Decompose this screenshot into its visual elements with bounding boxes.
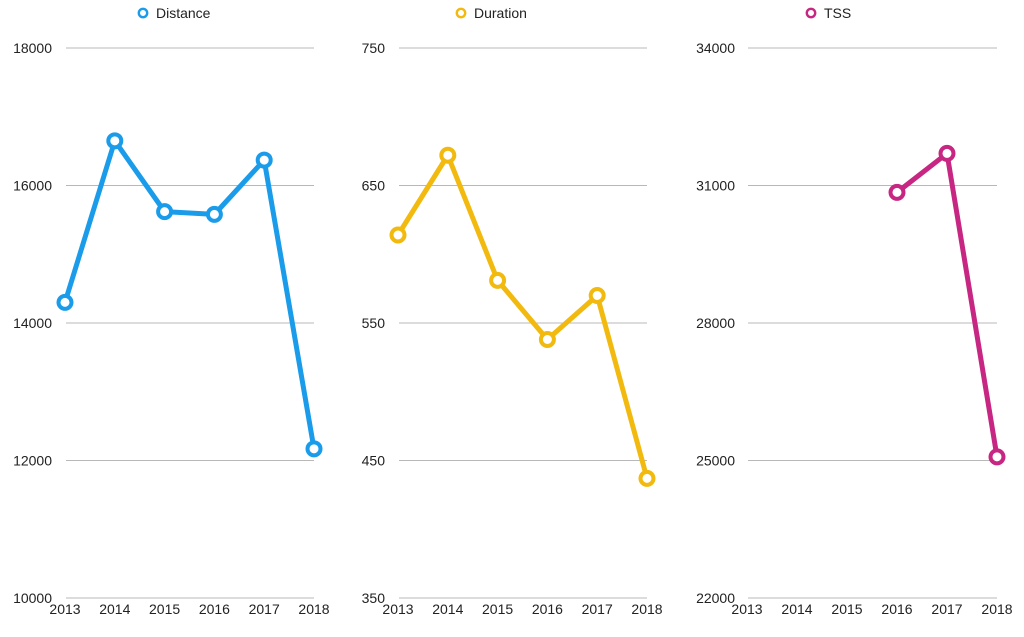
data-point: [389, 226, 407, 244]
chart-panel-0: 10000 12000 14000 16000 18000 2013 2014 2015 201…: [13, 5, 330, 617]
data-point: [305, 440, 323, 458]
x-tick-label: 2013: [49, 601, 80, 617]
data-point: [255, 151, 273, 169]
legend-label: TSS: [824, 5, 851, 21]
legend-marker: [805, 7, 817, 19]
x-tick-label: 2016: [532, 601, 563, 617]
data-point: [588, 287, 606, 304]
y-tick-label: 16000: [13, 178, 52, 194]
y-tick-label: 34000: [696, 40, 735, 56]
data-point: [638, 469, 656, 487]
chart-panel-1: 350 450 550 650 750 2013 2014 2015 2016 2017 2018 D…: [362, 5, 663, 617]
series-line-distance: [62, 138, 317, 452]
x-tick-label: 2014: [99, 601, 130, 617]
y-tick-label: 450: [362, 453, 386, 469]
x-tick-label: 2013: [731, 601, 762, 617]
legend-marker: [455, 7, 467, 19]
y-tick-label: 18000: [13, 40, 52, 56]
x-tick-label: 2015: [482, 601, 513, 617]
x-tick-label: 2017: [582, 601, 613, 617]
y-tick-label: 650: [362, 178, 386, 194]
x-tick-label: 2017: [249, 601, 280, 617]
x-tick-label: 2015: [149, 601, 180, 617]
y-tick-label: 31000: [696, 178, 735, 194]
x-tick-label: 2015: [831, 601, 862, 617]
series-line-duration: [395, 152, 650, 481]
x-tick-label: 2013: [382, 601, 413, 617]
y-tick-label: 22000: [696, 590, 735, 606]
x-tick-label: 2018: [631, 601, 662, 617]
x-tick-label: 2016: [199, 601, 230, 617]
data-point: [538, 331, 556, 348]
y-tick-label: 350: [362, 590, 386, 606]
y-tick-label: 12000: [13, 453, 52, 469]
data-point: [156, 203, 174, 221]
data-point: [439, 146, 457, 164]
data-point: [938, 144, 956, 162]
legend-label: Duration: [474, 5, 527, 21]
y-tick-label: 28000: [696, 315, 735, 331]
y-tick-label: 14000: [13, 315, 52, 331]
data-point: [205, 205, 223, 223]
data-point: [106, 132, 124, 150]
x-tick-label: 2014: [432, 601, 463, 617]
chart-panel-2: 22000 25000 28000 31000 34000 2013 2014 2015 201…: [696, 5, 1013, 617]
data-point: [888, 183, 906, 201]
y-tick-label: 10000: [13, 590, 52, 606]
y-tick-label: 550: [362, 315, 386, 331]
series-line-tss: [894, 150, 1000, 460]
x-tick-label: 2018: [298, 601, 329, 617]
y-tick-label: 750: [362, 40, 386, 56]
legend-marker: [137, 7, 149, 19]
x-tick-label: 2016: [881, 601, 912, 617]
data-point: [988, 448, 1006, 466]
data-point: [489, 271, 507, 289]
x-tick-label: 2017: [931, 601, 962, 617]
x-tick-label: 2018: [981, 601, 1012, 617]
data-point: [56, 293, 74, 311]
x-tick-label: 2014: [781, 601, 812, 617]
y-tick-label: 25000: [696, 453, 735, 469]
legend-label: Distance: [156, 5, 211, 21]
